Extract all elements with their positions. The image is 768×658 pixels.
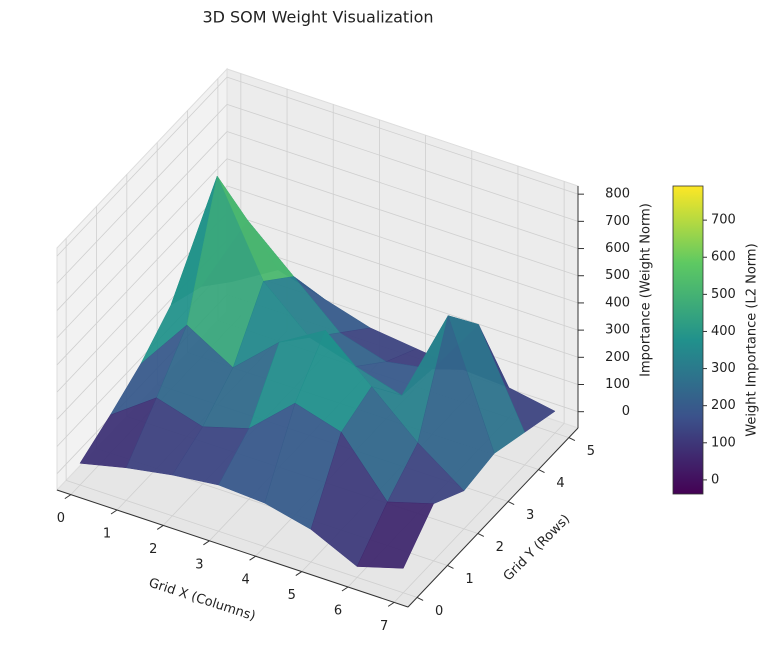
z-tick-label: 300 xyxy=(605,323,630,338)
colorbar xyxy=(672,185,704,495)
y-tick-label: 3 xyxy=(526,508,534,523)
z-tick-label: 700 xyxy=(605,214,630,229)
colorbar-tick-label: 400 xyxy=(711,324,736,339)
y-tick xyxy=(447,564,454,569)
x-tick-label: 7 xyxy=(380,619,388,634)
z-tick-label: 500 xyxy=(605,268,630,283)
x-tick xyxy=(156,524,164,530)
grid-line xyxy=(56,185,228,366)
colorbar-tick-label: 200 xyxy=(711,398,736,413)
grid-line xyxy=(226,158,579,277)
grid-line xyxy=(226,76,579,195)
y-axis xyxy=(407,427,579,608)
colorbar-tick-label: 700 xyxy=(711,213,736,228)
x-tick-label: 6 xyxy=(334,603,342,618)
grid-line xyxy=(226,239,579,358)
colorbar-tick-label: 300 xyxy=(711,361,736,376)
x-tick xyxy=(64,494,72,500)
y-tick xyxy=(538,469,545,474)
x-tick-label: 4 xyxy=(241,573,249,588)
y-axis-label: Grid Y (Rows) xyxy=(501,512,573,584)
grid-line xyxy=(56,104,228,284)
x-tick xyxy=(295,571,303,577)
grid-line xyxy=(56,76,228,257)
grid-line xyxy=(226,185,579,304)
colorbar-tick-label: 500 xyxy=(711,287,736,302)
x-tick xyxy=(110,509,118,515)
z-tick-label: 600 xyxy=(605,241,630,256)
y-tick-label: 1 xyxy=(465,572,473,587)
z-tick-label: 400 xyxy=(605,295,630,310)
y-tick-label: 0 xyxy=(435,604,443,619)
grid-line xyxy=(226,103,579,222)
grid-line xyxy=(393,423,565,603)
z-tick-label: 200 xyxy=(605,350,630,365)
y-tick-label: 4 xyxy=(556,476,564,491)
colorbar-tick-label: 0 xyxy=(711,472,719,487)
z-tick-label: 100 xyxy=(605,377,630,392)
x-tick-label: 2 xyxy=(149,542,157,557)
y-tick-label: 5 xyxy=(587,444,595,459)
x-axis xyxy=(56,489,409,608)
x-tick-label: 3 xyxy=(195,557,203,572)
chart-title: 3D SOM Weight Visualization xyxy=(202,8,433,27)
surface-patch xyxy=(356,501,434,569)
x-tick-label: 1 xyxy=(103,527,111,542)
grid-line xyxy=(65,480,418,598)
z-axis-label: Importance (Weight Norm) xyxy=(639,203,654,377)
grid-line xyxy=(56,158,228,339)
colorbar-tick-label: 100 xyxy=(711,435,736,450)
colorbar-label: Weight Importance (L2 Norm) xyxy=(745,243,760,436)
y-tick xyxy=(477,533,485,537)
z-tick-label: 0 xyxy=(622,404,630,419)
z-tick-label: 800 xyxy=(605,187,630,202)
colorbar-tick-label: 600 xyxy=(711,250,736,265)
grid-line xyxy=(226,131,579,249)
y-tick xyxy=(507,501,515,505)
x-tick-label: 5 xyxy=(288,588,296,603)
x-tick-label: 0 xyxy=(57,511,65,526)
grid-line xyxy=(56,131,228,311)
y-tick xyxy=(416,596,424,601)
y-tick-label: 2 xyxy=(496,540,504,555)
x-tick xyxy=(341,586,349,592)
x-tick xyxy=(203,540,210,546)
x-tick xyxy=(249,555,256,561)
grid-line xyxy=(226,212,579,331)
y-tick xyxy=(568,437,576,442)
x-tick xyxy=(387,601,395,607)
